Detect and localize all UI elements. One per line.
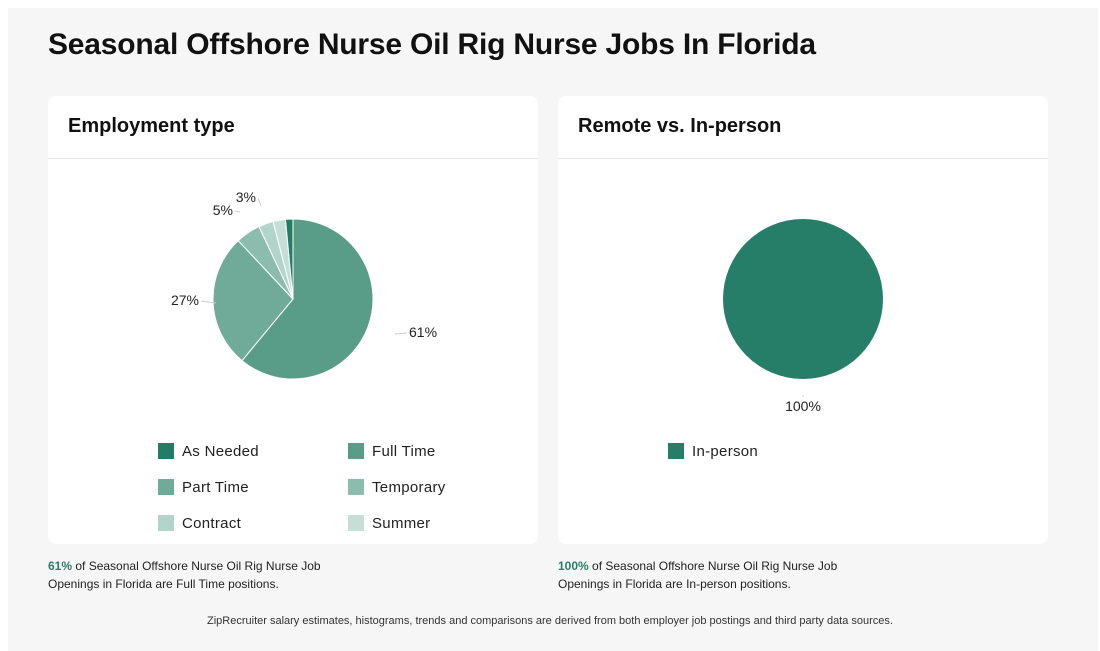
legend-item: Summer <box>348 513 430 533</box>
legend-swatch <box>668 443 684 459</box>
legend-label: Part Time <box>182 478 249 496</box>
legend-swatch <box>158 443 174 459</box>
pie-data-label: 61% <box>409 324 437 340</box>
legend-swatch <box>348 515 364 531</box>
card-title: Remote vs. In-person <box>578 115 782 137</box>
legend-swatch <box>348 479 364 495</box>
summary-text: of Seasonal Offshore Nurse Oil Rig Nurse… <box>48 559 321 591</box>
legend-item: Part Time <box>158 477 249 497</box>
legend-label: In-person <box>692 442 759 460</box>
employment-type-summary: 61% of Seasonal Offshore Nurse Oil Rig N… <box>48 557 348 593</box>
page-title: Seasonal Offshore Nurse Oil Rig Nurse Jo… <box>48 28 816 61</box>
legend-item: Contract <box>158 513 241 533</box>
remote-vs-inperson-card: Remote vs. In-person 100% In-person <box>558 96 1048 544</box>
pie-leader-line <box>234 210 241 213</box>
legend-swatch <box>158 479 174 495</box>
legend-label: Temporary <box>372 478 446 496</box>
legend-item: Temporary <box>348 477 446 497</box>
card-divider <box>48 158 538 159</box>
summary-percentage: 100% <box>558 559 589 573</box>
card-title: Employment type <box>68 115 235 137</box>
pie-leader-line <box>200 300 217 304</box>
remote-vs-inperson-pie-chart: 100% <box>723 219 883 414</box>
summary-percentage: 61% <box>48 559 73 573</box>
employment-type-card: Employment type 61% 27% 5% 3% As Needed Full… <box>48 96 538 544</box>
summary-text: of Seasonal Offshore Nurse Oil Rig Nurse… <box>558 559 838 591</box>
pie-leader-line <box>394 332 408 335</box>
legend-label: Contract <box>182 514 242 532</box>
legend-item: As Needed <box>158 441 259 461</box>
pie-leader-line <box>257 197 262 207</box>
pie-data-label: 3% <box>236 189 256 205</box>
legend-label: Summer <box>372 514 431 532</box>
pie-data-label: 27% <box>171 292 199 308</box>
remote-vs-inperson-summary: 100% of Seasonal Offshore Nurse Oil Rig … <box>558 557 858 593</box>
pie-data-label: 5% <box>213 202 233 218</box>
legend-label: Full Time <box>372 442 436 460</box>
legend-swatch <box>158 515 174 531</box>
pie-data-label: 100% <box>785 398 821 414</box>
pie-slice-full-time <box>241 218 374 380</box>
legend-item: Full Time <box>348 441 436 461</box>
legend-item: In-person <box>668 441 758 461</box>
legend-swatch <box>348 443 364 459</box>
employment-type-pie-chart: 61% 27% 5%3% <box>171 189 437 380</box>
card-divider <box>558 158 1048 159</box>
footer-disclaimer: ZipRecruiter salary estimates, histogram… <box>207 615 893 627</box>
pie-slice-in-person <box>723 219 883 379</box>
legend-label: As Needed <box>182 442 259 460</box>
pie-slice-part-time <box>212 239 294 362</box>
pie-slice-as-needed <box>284 218 294 300</box>
